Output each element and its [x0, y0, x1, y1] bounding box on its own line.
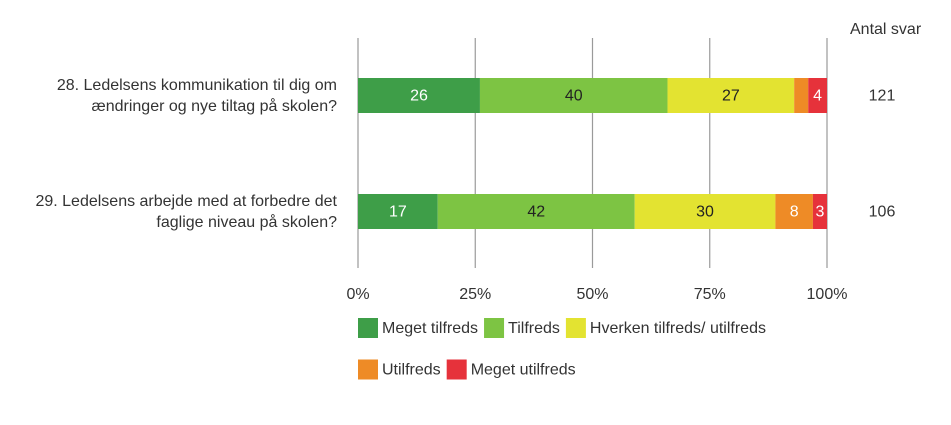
category-label: 29. Ledelsens arbejde med at forbedre de…: [35, 192, 337, 231]
bar-segment: [667, 78, 795, 113]
bar-segment: [437, 194, 635, 229]
x-tick-label: 0%: [346, 286, 369, 303]
bar-segment: [479, 78, 668, 113]
bar-segment: [775, 194, 813, 229]
legend-label: Tilfreds: [508, 320, 560, 337]
legend-label: Utilfreds: [382, 362, 441, 379]
count-label: 121: [869, 88, 896, 105]
data-label: 40: [565, 88, 583, 105]
bar-segment: [634, 194, 776, 229]
category-label: 28. Ledelsens kommunikation til dig om æ…: [56, 76, 337, 115]
data-label: 30: [696, 204, 714, 221]
bar-segment: [794, 78, 809, 113]
legend-swatch: [358, 318, 378, 338]
bar-segment: [358, 78, 480, 113]
data-label: 27: [722, 88, 740, 105]
x-tick-label: 25%: [459, 286, 491, 303]
bar-segment: [808, 78, 827, 113]
legend-label: Hverken tilfreds/ utilfreds: [590, 320, 766, 337]
legend-swatch: [565, 318, 586, 338]
bar-segment: [358, 194, 438, 229]
legend-swatch: [358, 359, 378, 380]
legend-swatch: [484, 318, 505, 338]
data-label: 3: [816, 204, 825, 221]
data-label: 42: [527, 204, 545, 221]
x-tick-label: 50%: [576, 286, 608, 303]
bar-segment: [812, 194, 827, 229]
x-tick-label: 75%: [694, 286, 726, 303]
data-label: 8: [790, 204, 799, 221]
data-label: 4: [813, 88, 822, 105]
data-label: 26: [410, 88, 428, 105]
legend-label: Meget tilfreds: [382, 320, 478, 337]
count-header: Antal svar: [850, 21, 922, 38]
legend-swatch: [446, 359, 467, 380]
data-label: 17: [389, 204, 407, 221]
x-tick-label: 100%: [807, 286, 848, 303]
legend-label: Meget utilfreds: [471, 362, 576, 379]
count-label: 106: [869, 204, 896, 221]
